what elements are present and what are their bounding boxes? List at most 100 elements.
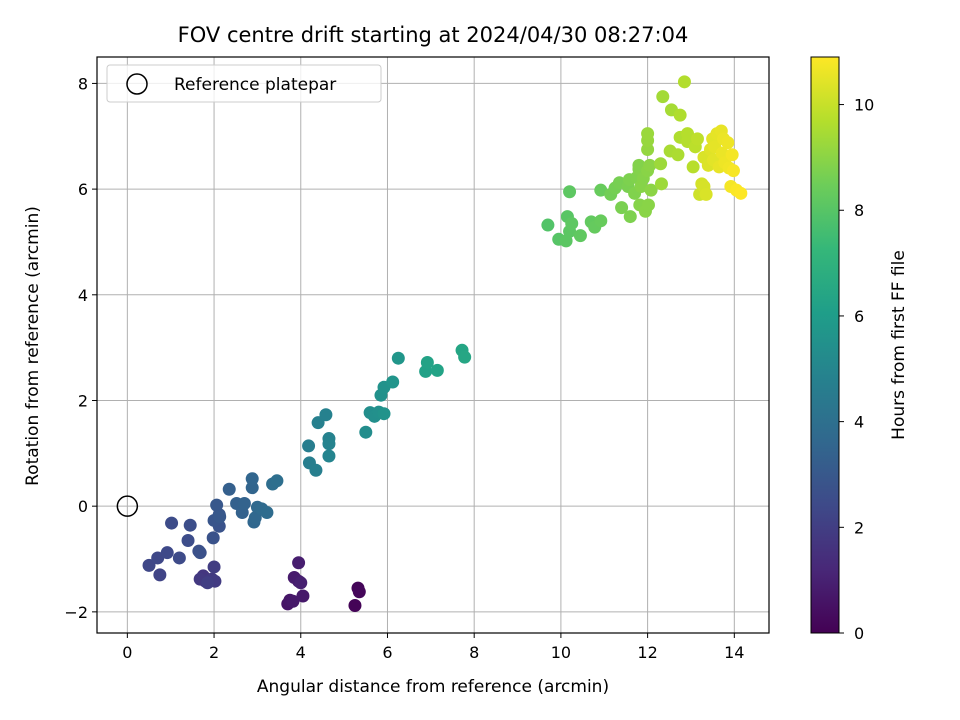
data-point (183, 518, 197, 532)
data-point (641, 127, 655, 141)
data-point (641, 198, 655, 212)
colorbar-tick-label: 0 (854, 624, 864, 643)
data-point (386, 375, 400, 389)
data-point (725, 148, 739, 162)
data-point (201, 576, 215, 590)
colorbar-tick-label: 4 (854, 413, 864, 432)
chart-title: FOV centre drift starting at 2024/04/30 … (178, 23, 689, 47)
y-tick-label: 6 (78, 180, 88, 199)
data-point (391, 351, 405, 365)
data-point (615, 201, 629, 215)
data-point (322, 449, 336, 463)
data-point (352, 585, 366, 599)
x-tick-label: 8 (469, 643, 479, 662)
data-point (302, 439, 316, 453)
data-point (206, 531, 220, 545)
plot-frame (96, 56, 770, 634)
data-point (677, 75, 691, 89)
data-point (237, 497, 251, 511)
y-tick-label: 0 (78, 497, 88, 516)
y-tick-label: −2 (64, 603, 88, 622)
plot-area (96, 56, 770, 634)
data-point (181, 534, 195, 548)
data-point (151, 551, 165, 565)
data-point (165, 516, 179, 530)
data-point (193, 546, 207, 560)
data-point (721, 136, 735, 150)
data-point (210, 498, 224, 512)
data-point (565, 216, 579, 230)
data-point (699, 187, 713, 201)
x-tick-label: 0 (122, 643, 132, 662)
legend-label: Reference platepar (174, 75, 336, 95)
data-point (644, 183, 658, 197)
data-point (359, 425, 373, 439)
data-point (594, 183, 608, 197)
colorbar-tick-label: 8 (854, 201, 864, 220)
colorbar-tick-label: 6 (854, 307, 864, 326)
data-point (686, 160, 700, 174)
data-point (172, 551, 186, 565)
x-axis-label: Angular distance from reference (arcmin) (257, 677, 609, 697)
data-point (296, 589, 310, 603)
x-tick-label: 4 (296, 643, 306, 662)
data-point (294, 576, 308, 590)
data-point (260, 506, 274, 520)
data-point (309, 463, 323, 477)
data-point (322, 437, 336, 451)
data-point (690, 132, 704, 146)
data-point (430, 363, 444, 377)
data-point (348, 599, 362, 613)
data-point (160, 546, 174, 560)
colorbar-tick-label: 2 (854, 518, 864, 537)
x-tick-label: 10 (551, 643, 571, 662)
data-point (153, 568, 167, 582)
data-point (541, 218, 555, 232)
data-point (654, 177, 668, 191)
data-point (245, 481, 259, 495)
data-point (623, 210, 637, 224)
y-tick-label: 2 (78, 391, 88, 410)
reference-marker (116, 495, 139, 517)
data-point (292, 556, 306, 570)
legend-box (106, 64, 382, 103)
colorbar-tick-label: 10 (854, 96, 874, 115)
legend-marker (126, 73, 148, 95)
data-point (311, 416, 325, 430)
data-point (726, 164, 740, 178)
legend: Reference platepar (106, 64, 382, 103)
x-tick-label: 14 (724, 643, 744, 662)
data-point (319, 408, 333, 422)
data-point (643, 158, 657, 172)
data-point (222, 482, 236, 496)
data-point (207, 560, 221, 574)
data-point (641, 142, 655, 156)
colorbar-label: Hours from first FF file (889, 250, 909, 440)
data-point (563, 185, 577, 199)
data-point (458, 350, 472, 364)
data-point (673, 108, 687, 122)
data-point (270, 474, 284, 488)
data-point (420, 355, 434, 369)
data-point (213, 510, 227, 524)
data-point (286, 594, 300, 608)
data-point (594, 214, 608, 228)
y-tick-label: 4 (78, 286, 88, 305)
data-point (248, 511, 262, 525)
data-point (573, 229, 587, 243)
colorbar-fill (810, 56, 840, 634)
y-tick-label: 8 (78, 74, 88, 93)
y-axis-label: Rotation from reference (arcmin) (23, 206, 43, 486)
data-point (656, 90, 670, 104)
data-point (245, 472, 259, 486)
x-tick-label: 12 (637, 643, 657, 662)
data-point (654, 157, 668, 171)
data-point (142, 558, 156, 572)
x-tick-label: 2 (209, 643, 219, 662)
colorbar: 0 2 4 6 8 10 (810, 56, 874, 643)
data-point (377, 407, 391, 421)
x-tick-label: 6 (382, 643, 392, 662)
data-point (671, 148, 685, 162)
data-point (734, 186, 748, 200)
